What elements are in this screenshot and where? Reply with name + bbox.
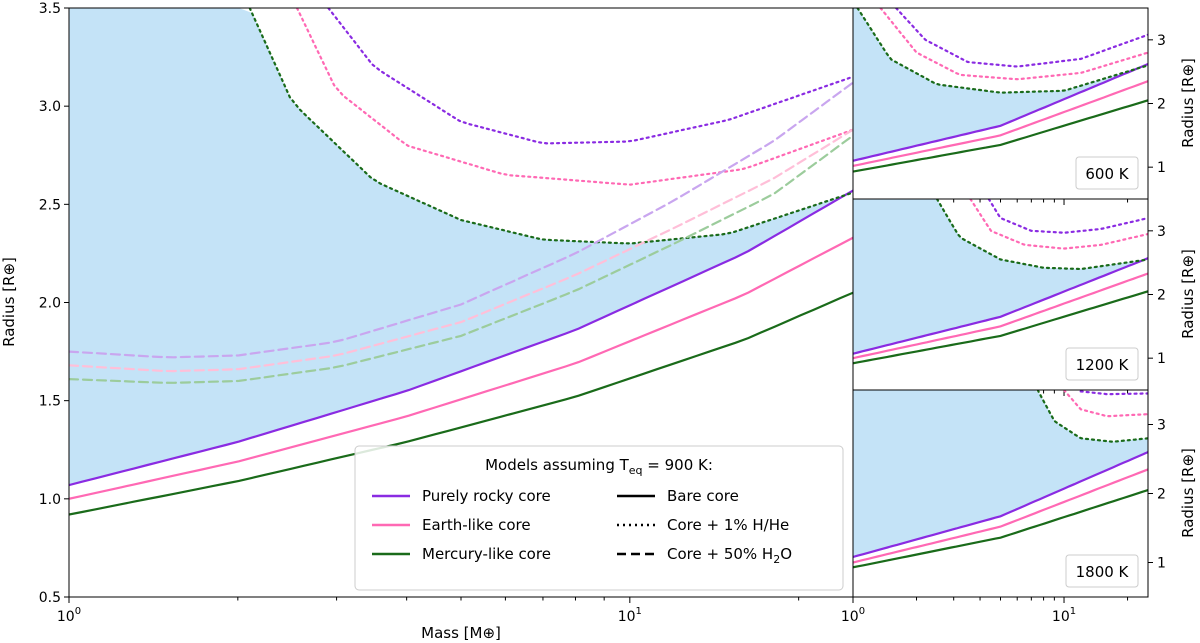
series-mercury-like-core-bare-line bbox=[853, 290, 1148, 365]
series-earth-like-core-bare-line bbox=[853, 272, 1148, 360]
inset-1800k-panel: 1 2 3 100 101 1800 K bbox=[841, 389, 1166, 625]
series-earth-like-core-1-h-he-line bbox=[1062, 390, 1148, 418]
legend-entry-label: Core + 1% H/He bbox=[667, 516, 789, 534]
series-mercury-like-core-1-h-he-line bbox=[248, 8, 853, 245]
x-tick-label: 101 bbox=[618, 606, 642, 625]
y-tick-label: 3 bbox=[1157, 224, 1166, 240]
series-mercury-like-core-1-h-he-line bbox=[935, 199, 1148, 271]
shaded-region bbox=[853, 199, 1139, 354]
shaded-region bbox=[853, 8, 1134, 161]
inset-temperature-label: 600 K bbox=[1085, 165, 1129, 183]
series-purely-rocky-core-bare-line bbox=[69, 189, 853, 487]
inset-temperature-label-box bbox=[1075, 156, 1139, 190]
y-tick-label: 1 bbox=[1157, 556, 1166, 572]
series-purely-rocky-core-bare-line bbox=[853, 257, 1148, 355]
shaded-region bbox=[853, 390, 1148, 557]
y-tick-label: 1.5 bbox=[39, 394, 61, 410]
series-purely-rocky-core-bare-line bbox=[853, 62, 1148, 162]
series-purely-rocky-core-1-h-he-line bbox=[987, 199, 1148, 234]
legend-title: Models assuming Teq = 900 K: bbox=[485, 456, 713, 477]
series-earth-like-core-1-h-he-line bbox=[295, 8, 853, 186]
y-tick-label: 3 bbox=[1157, 418, 1166, 434]
series-mercury-like-core-bare-line bbox=[853, 99, 1148, 173]
inset-1200k-panel: 1 2 3 1200 K bbox=[852, 198, 1166, 396]
y-tick-label: 3 bbox=[1157, 33, 1166, 49]
inset-temperature-label-box bbox=[1065, 554, 1139, 588]
main-panel: 0.5 1.0 1.5 2.0 2.5 3.0 3.5 100 101 bbox=[39, 1, 854, 625]
series-mercury-like-core-bare-line bbox=[69, 291, 853, 516]
y-tick-label: 2.5 bbox=[39, 197, 61, 213]
inset-600k-panel: 1 2 3 600 K bbox=[852, 7, 1166, 205]
y-tick-label: 2 bbox=[1157, 487, 1166, 503]
legend-entry-label: Core + 50% H2O bbox=[667, 545, 792, 566]
series-mercury-like-core-bare-line bbox=[853, 489, 1148, 569]
y-tick-label: 3.5 bbox=[39, 1, 61, 17]
inset-temperature-label-box bbox=[1065, 347, 1139, 381]
series-mercury-like-core-50-h2o-line bbox=[69, 134, 853, 384]
inset-1800k-y-axis-label: Radius [R⊕] bbox=[1179, 448, 1197, 538]
y-tick-label: 1 bbox=[1157, 160, 1166, 176]
legend-entry-label: Mercury-like core bbox=[422, 545, 551, 563]
legend-entry-label: Bare core bbox=[667, 487, 739, 505]
series-earth-like-core-bare-line bbox=[69, 236, 853, 500]
series-mercury-like-core-1-h-he-line bbox=[1036, 390, 1148, 443]
series-purely-rocky-core-bare-line bbox=[853, 451, 1148, 559]
legend-box bbox=[354, 445, 844, 591]
series-purely-rocky-core-1-h-he-line bbox=[894, 8, 1148, 68]
inset-600k-y-axis-label: Radius [R⊕] bbox=[1179, 58, 1197, 148]
main-y-axis-label: Radius [R⊕] bbox=[0, 257, 18, 347]
y-tick-label: 1 bbox=[1157, 351, 1166, 367]
series-earth-like-core-1-h-he-line bbox=[969, 199, 1148, 250]
y-tick-label: 1.0 bbox=[39, 492, 61, 508]
series-purely-rocky-core-1-h-he-line bbox=[1079, 390, 1148, 396]
series-earth-like-core-1-h-he-line bbox=[879, 8, 1148, 81]
series-earth-like-core-50-h2o-line bbox=[69, 128, 853, 373]
shaded-region bbox=[69, 8, 840, 486]
legend-entry-label: Earth-like core bbox=[422, 516, 531, 534]
inset-temperature-label: 1800 K bbox=[1076, 563, 1130, 581]
series-purely-rocky-core-50-h2o-line bbox=[69, 81, 853, 359]
legend-entry-label: Purely rocky core bbox=[422, 487, 551, 505]
x-tick-label: 100 bbox=[57, 606, 81, 625]
y-tick-label: 2 bbox=[1157, 288, 1166, 304]
x-tick-label: 100 bbox=[841, 606, 865, 625]
y-tick-label: 0.5 bbox=[39, 590, 61, 606]
series-purely-rocky-core-1-h-he-line bbox=[327, 8, 853, 145]
legend: Models assuming Teq = 900 K: Purely rock… bbox=[354, 445, 844, 591]
y-tick-label: 3.0 bbox=[39, 99, 61, 115]
inset-temperature-label: 1200 K bbox=[1076, 356, 1130, 374]
y-tick-label: 2 bbox=[1157, 97, 1166, 113]
series-mercury-like-core-1-h-he-line bbox=[856, 8, 1148, 94]
y-tick-label: 2.0 bbox=[39, 296, 61, 312]
series-earth-like-core-bare-line bbox=[853, 80, 1148, 167]
series-earth-like-core-bare-line bbox=[853, 468, 1148, 564]
inset-1200k-y-axis-label: Radius [R⊕] bbox=[1179, 249, 1197, 339]
main-x-axis-label: Mass [M⊕] bbox=[421, 624, 501, 642]
x-tick-label: 101 bbox=[1052, 606, 1076, 625]
